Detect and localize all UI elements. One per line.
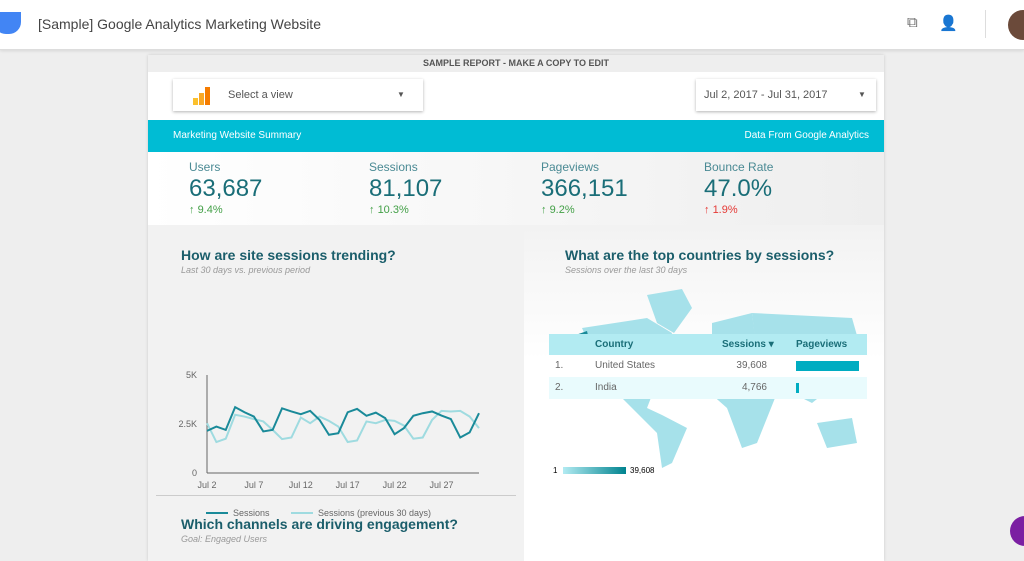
date-range-label: Jul 2, 2017 - Jul 31, 2017 bbox=[704, 89, 828, 101]
row-country: United States bbox=[595, 360, 656, 371]
countries-table: Country Sessions ▾ Pageviews 1. United S… bbox=[549, 334, 867, 399]
legend-label: Sessions (previous 30 days) bbox=[318, 508, 431, 518]
color-scale-bar bbox=[563, 467, 626, 474]
add-person-icon[interactable]: 👤 bbox=[939, 15, 958, 32]
table-header: Country Sessions ▾ Pageviews bbox=[549, 334, 867, 355]
x-tick-label: Jul 17 bbox=[336, 480, 360, 490]
view-selector-label: Select a view bbox=[228, 89, 293, 101]
x-tick-label: Jul 27 bbox=[429, 480, 453, 490]
header-right-text: Data From Google Analytics bbox=[744, 130, 870, 141]
arrow-up-icon: ↑ bbox=[189, 204, 195, 216]
help-bubble[interactable] bbox=[1010, 516, 1024, 546]
x-tick-label: Jul 7 bbox=[244, 480, 263, 490]
col-country[interactable]: Country bbox=[595, 339, 634, 350]
sessions-line-chart[interactable]: 0 2.5K 5K Jul 2 Jul 7 Jul 12 Jul 17 Jul 22 Jul 2… bbox=[148, 305, 524, 555]
row-rank: 1. bbox=[555, 360, 564, 371]
table-row[interactable]: 2. India 4,766 bbox=[549, 377, 867, 399]
top-bar: [Sample] Google Analytics Marketing Webs… bbox=[0, 0, 1024, 50]
scale-max: 39,608 bbox=[630, 466, 655, 475]
arrow-up-icon: ↑ bbox=[369, 204, 375, 216]
dropdown-arrow-icon: ▼ bbox=[858, 90, 866, 99]
map-subtitle: Sessions over the last 30 days bbox=[565, 265, 688, 275]
sample-banner: SAMPLE REPORT - MAKE A COPY TO EDIT bbox=[148, 55, 884, 72]
row-sessions: 4,766 bbox=[741, 382, 767, 393]
kpi-label: Bounce Rate bbox=[704, 160, 774, 174]
scale-min: 1 bbox=[553, 466, 558, 475]
trend-subtitle: Last 30 days vs. previous period bbox=[181, 265, 311, 275]
kpi-label: Sessions bbox=[369, 160, 418, 174]
map-latin-america bbox=[617, 393, 687, 468]
divider bbox=[156, 495, 516, 496]
col-sessions[interactable]: Sessions ▾ bbox=[722, 339, 774, 350]
report-title[interactable]: [Sample] Google Analytics Marketing Webs… bbox=[38, 16, 321, 32]
map-title: What are the top countries by sessions? bbox=[565, 247, 835, 263]
kpi-value: 47.0% bbox=[704, 175, 773, 202]
divider bbox=[985, 10, 986, 38]
pageviews-bar bbox=[796, 361, 859, 371]
kpi-delta: 1.9% bbox=[712, 204, 738, 216]
y-tick-label: 0 bbox=[192, 468, 197, 478]
kpi-value: 366,151 bbox=[541, 175, 628, 202]
map-australia bbox=[817, 418, 857, 448]
kpi-label: Pageviews bbox=[541, 160, 600, 174]
report-canvas: SAMPLE REPORT - MAKE A COPY TO EDIT Sele… bbox=[148, 55, 884, 561]
table-row[interactable]: 1. United States 39,608 bbox=[549, 355, 867, 377]
kpi-users: Users 63,687 ↑ 9.4% bbox=[189, 160, 262, 216]
dropdown-arrow-icon: ▼ bbox=[397, 90, 405, 99]
kpi-bounce-rate: Bounce Rate 47.0% ↑ 1.9% bbox=[704, 160, 773, 216]
series-line-sessions-previous-30-days- bbox=[206, 409, 480, 444]
trend-title: How are site sessions trending? bbox=[181, 247, 396, 263]
kpi-scorecards: Users 63,687 ↑ 9.4% Sessions 81,107 ↑ 10.3% … bbox=[148, 152, 884, 225]
kpi-delta: 10.3% bbox=[377, 204, 409, 216]
copy-icon[interactable]: ⧉ bbox=[907, 14, 918, 31]
kpi-label: Users bbox=[189, 160, 221, 174]
y-tick-label: 5K bbox=[186, 370, 197, 380]
x-tick-label: Jul 22 bbox=[383, 480, 407, 490]
date-range-picker[interactable]: Jul 2, 2017 - Jul 31, 2017 ▼ bbox=[696, 79, 876, 111]
legend-label: Sessions bbox=[233, 508, 270, 518]
trend-panel: How are site sessions trending? Last 30 … bbox=[148, 225, 524, 561]
kpi-value: 81,107 bbox=[369, 175, 443, 202]
data-studio-logo[interactable] bbox=[0, 12, 21, 34]
row-country: India bbox=[595, 382, 617, 393]
kpi-delta: 9.2% bbox=[549, 204, 575, 216]
kpi-delta: 9.4% bbox=[197, 204, 223, 216]
arrow-up-icon: ↑ bbox=[704, 204, 710, 216]
y-tick-label: 2.5K bbox=[178, 419, 197, 429]
row-sessions: 39,608 bbox=[736, 360, 767, 371]
channels-title: Which channels are driving engagement? bbox=[181, 516, 458, 532]
pageviews-bar bbox=[796, 383, 800, 393]
channels-subtitle: Goal: Engaged Users bbox=[181, 534, 268, 544]
col-pageviews[interactable]: Pageviews bbox=[796, 339, 848, 350]
kpi-sessions: Sessions 81,107 ↑ 10.3% bbox=[369, 160, 442, 216]
summary-header: Marketing Website Summary Data From Goog… bbox=[148, 120, 884, 152]
series-line-sessions bbox=[206, 405, 480, 439]
map-greenland bbox=[647, 289, 692, 333]
avatar[interactable] bbox=[1008, 10, 1024, 40]
analytics-icon bbox=[193, 87, 213, 105]
header-left-text: Marketing Website Summary bbox=[173, 130, 302, 141]
x-tick-label: Jul 2 bbox=[197, 480, 216, 490]
kpi-pageviews: Pageviews 366,151 ↑ 9.2% bbox=[541, 160, 628, 216]
kpi-value: 63,687 bbox=[189, 175, 263, 202]
view-selector[interactable]: Select a view ▼ bbox=[173, 79, 423, 111]
x-tick-label: Jul 12 bbox=[289, 480, 313, 490]
row-rank: 2. bbox=[555, 382, 564, 393]
arrow-up-icon: ↑ bbox=[541, 204, 547, 216]
